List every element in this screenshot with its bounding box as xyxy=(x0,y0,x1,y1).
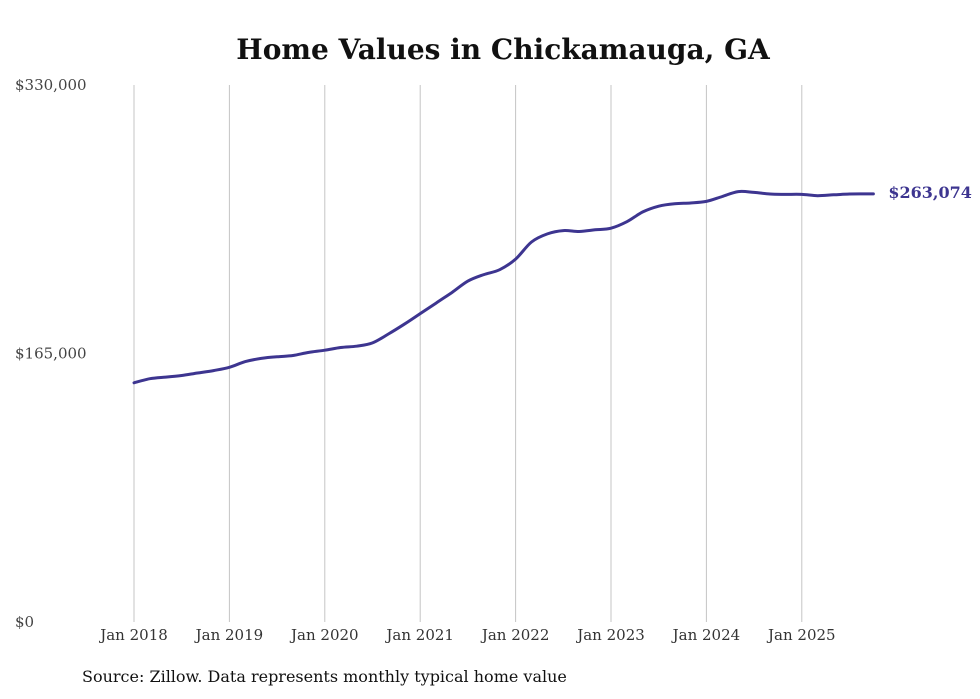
x-tick-label: Jan 2022 xyxy=(480,626,550,644)
end-value-label: $263,074 xyxy=(888,183,972,202)
gridlines xyxy=(133,85,803,622)
series-lines xyxy=(132,189,875,385)
source-note: Source: Zillow. Data represents monthly … xyxy=(82,667,567,686)
x-tick-label: Jan 2023 xyxy=(575,626,645,644)
x-tick-label: Jan 2024 xyxy=(671,626,741,644)
y-tick-label: $330,000 xyxy=(15,76,87,94)
y-tick-label: $165,000 xyxy=(15,345,87,363)
chart-title: Home Values in Chickamauga, GA xyxy=(236,33,771,66)
series-line xyxy=(132,189,875,385)
x-tick-label: Jan 2019 xyxy=(194,626,264,644)
y-axis-ticks: $0 $165,000 $330,000 xyxy=(15,76,87,631)
x-tick-label: Jan 2021 xyxy=(384,626,454,644)
y-tick-label: $0 xyxy=(15,613,34,631)
x-axis-ticks: Jan 2018 Jan 2019 Jan 2020 Jan 2021 Jan 2022… xyxy=(98,626,835,644)
x-tick-label: Jan 2020 xyxy=(289,626,359,644)
x-tick-label: Jan 2025 xyxy=(766,626,836,644)
x-tick-label: Jan 2018 xyxy=(98,626,168,644)
